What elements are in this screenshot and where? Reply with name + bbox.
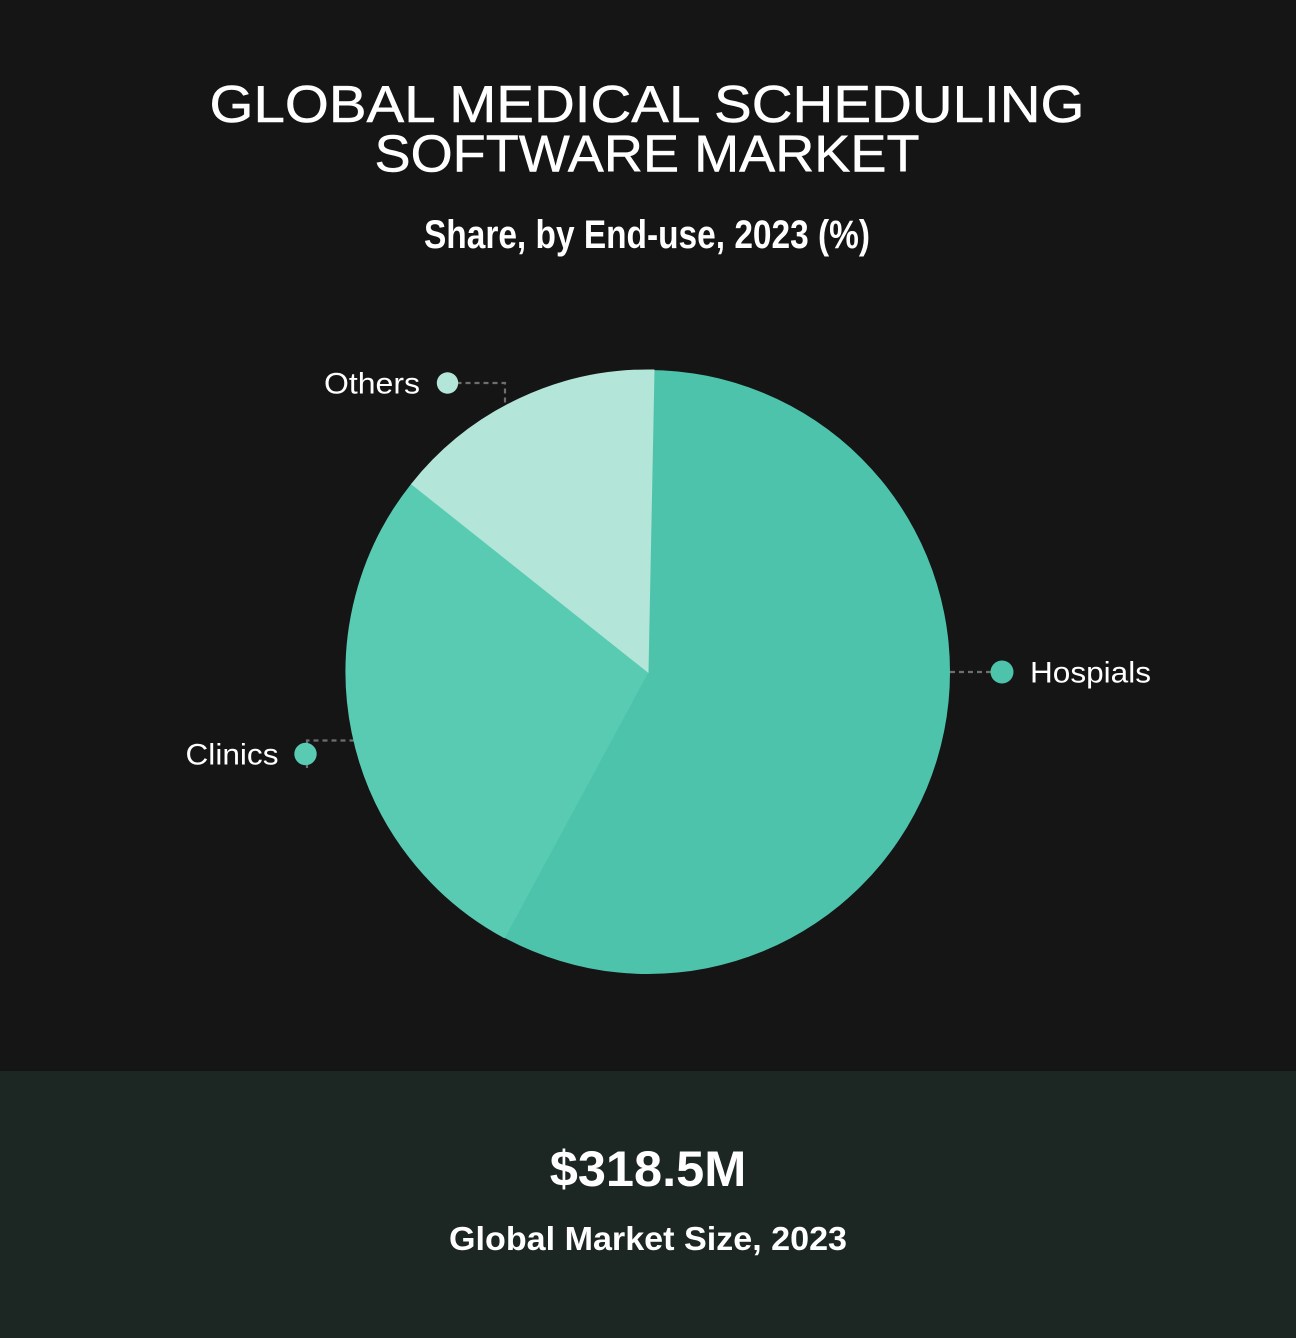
svg-text:SOFTWARE MARKET: SOFTWARE MARKET <box>375 125 920 183</box>
svg-text:Global Market Size, 2023: Global Market Size, 2023 <box>449 1221 847 1258</box>
svg-text:Share, by End-use, 2023 (%): Share, by End-use, 2023 (%) <box>424 213 870 257</box>
svg-text:Hospials: Hospials <box>1030 657 1151 690</box>
svg-text:$318.5M: $318.5M <box>550 1140 747 1197</box>
svg-text:Clinics: Clinics <box>186 739 279 772</box>
svg-text:GLOBAL MEDICAL SCHEDULING: GLOBAL MEDICAL SCHEDULING <box>210 75 1085 133</box>
svg-text:Others: Others <box>324 368 420 401</box>
